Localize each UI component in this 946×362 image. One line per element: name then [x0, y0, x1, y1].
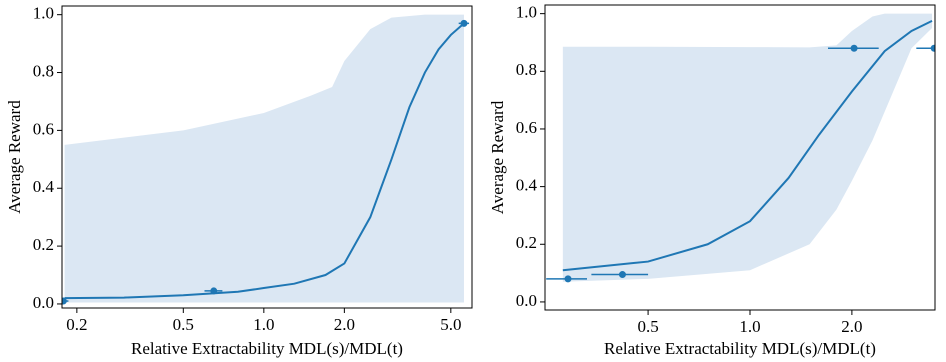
- x-tick-label: 0.5: [637, 317, 658, 336]
- axes-frame: [544, 4, 936, 311]
- data-point: [62, 297, 67, 305]
- data-point: [930, 44, 935, 52]
- x-tick-label: 2.0: [334, 315, 355, 334]
- fit-curve: [64, 22, 465, 300]
- y-tick-label: 0.0: [33, 293, 54, 312]
- axes-frame: [61, 5, 473, 309]
- x-tick-label: 2.0: [841, 317, 862, 336]
- data-point: [618, 271, 626, 279]
- panel: 0.2 0.5 1.0 2.0 5.0 0.0 0.2 0.4 0.6 0.8 1.0 Relativ…: [5, 4, 473, 358]
- y-tick-label: 1.0: [33, 4, 54, 23]
- y-tick-label: 0.2: [33, 235, 54, 254]
- y-tick-label: 0.6: [33, 119, 54, 138]
- data-point: [210, 287, 218, 295]
- data-point: [564, 275, 572, 283]
- plot-area: [546, 13, 935, 283]
- x-tick-label: 0.2: [66, 315, 87, 334]
- x-tick-label: 5.0: [440, 315, 461, 334]
- y-tick-label: 1.0: [516, 3, 537, 22]
- y-tick-label: 0.8: [33, 61, 54, 80]
- y-tick-label: 0.4: [516, 176, 538, 195]
- confidence-band: [562, 13, 933, 282]
- plot-area: [62, 14, 470, 305]
- fit-curve: [562, 19, 933, 272]
- y-tick-label: 0.6: [516, 118, 537, 137]
- x-axis-label: Relative Extractability MDL(s)/MDL(t): [604, 339, 876, 358]
- y-tick-label: 0.4: [33, 177, 55, 196]
- confidence-band: [64, 14, 464, 303]
- y-tick-label: 0.2: [516, 233, 537, 252]
- panel: 0.5 1.0 2.0 0.0 0.2 0.4 0.6 0.8 1.0 Relative Extr…: [488, 3, 936, 358]
- data-point: [850, 44, 858, 52]
- y-tick-label: 0.8: [516, 60, 537, 79]
- y-axis-label: Average Reward: [488, 100, 507, 214]
- x-tick-label: 0.5: [173, 315, 194, 334]
- y-tick-label: 0.0: [516, 291, 537, 310]
- x-tick-label: 1.0: [253, 315, 274, 334]
- x-tick-label: 1.0: [739, 317, 760, 336]
- y-axis-label: Average Reward: [5, 100, 24, 214]
- data-point: [460, 19, 468, 27]
- x-axis-label: Relative Extractability MDL(s)/MDL(t): [131, 339, 403, 358]
